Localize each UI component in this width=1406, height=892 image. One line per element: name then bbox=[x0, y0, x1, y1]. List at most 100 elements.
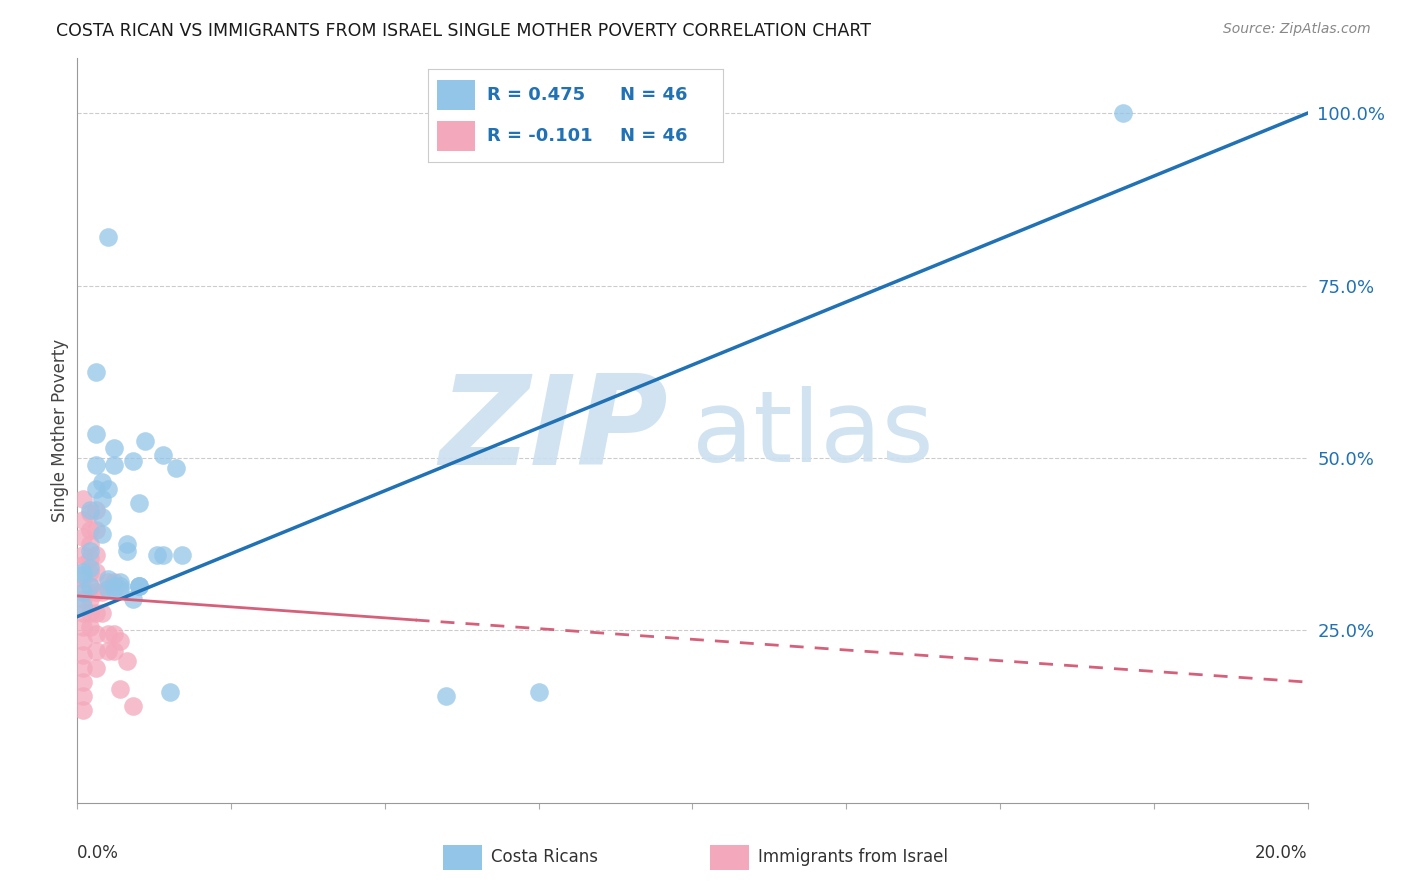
Y-axis label: Single Mother Poverty: Single Mother Poverty bbox=[51, 339, 69, 522]
Point bbox=[72, 633, 94, 648]
Point bbox=[79, 561, 101, 575]
Point bbox=[1112, 106, 1135, 120]
Point bbox=[84, 482, 107, 496]
Point bbox=[90, 475, 114, 489]
Point bbox=[79, 502, 101, 516]
Point bbox=[103, 575, 125, 590]
Point bbox=[72, 572, 94, 586]
Text: Source: ZipAtlas.com: Source: ZipAtlas.com bbox=[1223, 22, 1371, 37]
Point bbox=[90, 509, 114, 524]
Text: 20.0%: 20.0% bbox=[1256, 844, 1308, 862]
Point bbox=[84, 458, 107, 472]
Point bbox=[165, 461, 187, 475]
Text: N = 46: N = 46 bbox=[620, 128, 688, 145]
Point bbox=[84, 502, 107, 516]
Point bbox=[79, 544, 101, 558]
Point bbox=[79, 592, 101, 607]
Point bbox=[72, 648, 94, 662]
Point bbox=[115, 537, 138, 551]
Point bbox=[84, 426, 107, 441]
Point bbox=[79, 578, 101, 592]
Point bbox=[84, 644, 107, 658]
Point bbox=[72, 606, 94, 620]
Point bbox=[128, 578, 150, 592]
Point bbox=[152, 448, 174, 462]
Point bbox=[110, 578, 132, 592]
Point bbox=[84, 661, 107, 675]
Point bbox=[146, 548, 169, 562]
Text: atlas: atlas bbox=[693, 385, 934, 483]
Point bbox=[84, 627, 107, 641]
Point bbox=[72, 599, 94, 614]
Point bbox=[84, 585, 107, 599]
Point bbox=[115, 544, 138, 558]
Point bbox=[152, 548, 174, 562]
Point bbox=[651, 106, 673, 120]
Point bbox=[79, 537, 101, 551]
Point bbox=[159, 685, 181, 699]
Point bbox=[110, 575, 132, 590]
Point bbox=[115, 655, 138, 669]
Point bbox=[79, 565, 101, 579]
Point bbox=[121, 699, 143, 714]
Point bbox=[84, 565, 107, 579]
Text: N = 46: N = 46 bbox=[620, 87, 688, 104]
Point bbox=[72, 530, 94, 544]
Point bbox=[72, 661, 94, 675]
Point bbox=[72, 585, 94, 599]
Point bbox=[72, 558, 94, 572]
Point bbox=[84, 548, 107, 562]
Point bbox=[79, 506, 101, 520]
Point bbox=[527, 685, 550, 699]
Text: ZIP: ZIP bbox=[439, 370, 668, 491]
Point bbox=[97, 572, 120, 586]
Point bbox=[72, 568, 94, 582]
Point bbox=[110, 582, 132, 596]
Text: COSTA RICAN VS IMMIGRANTS FROM ISRAEL SINGLE MOTHER POVERTY CORRELATION CHART: COSTA RICAN VS IMMIGRANTS FROM ISRAEL SI… bbox=[56, 22, 872, 40]
Point bbox=[90, 526, 114, 541]
Point bbox=[121, 592, 143, 607]
Point bbox=[134, 434, 156, 448]
Bar bbox=[437, 80, 475, 110]
Point bbox=[72, 703, 94, 717]
Point bbox=[72, 675, 94, 690]
Point bbox=[103, 458, 125, 472]
Point bbox=[110, 633, 132, 648]
Point bbox=[128, 578, 150, 592]
Point bbox=[72, 548, 94, 562]
Point bbox=[121, 454, 143, 468]
Text: R = -0.101: R = -0.101 bbox=[486, 128, 592, 145]
Point bbox=[72, 620, 94, 634]
Point bbox=[97, 575, 120, 590]
Text: Costa Ricans: Costa Ricans bbox=[491, 848, 598, 866]
Point bbox=[79, 524, 101, 538]
Point bbox=[84, 524, 107, 538]
Point bbox=[72, 582, 94, 596]
Text: 0.0%: 0.0% bbox=[77, 844, 120, 862]
Point bbox=[97, 627, 120, 641]
Point bbox=[103, 644, 125, 658]
Point bbox=[97, 230, 120, 244]
Point bbox=[170, 548, 193, 562]
Point bbox=[436, 689, 458, 703]
Point bbox=[97, 644, 120, 658]
Point bbox=[72, 565, 94, 579]
Point bbox=[90, 606, 114, 620]
Text: Immigrants from Israel: Immigrants from Israel bbox=[758, 848, 948, 866]
Point bbox=[103, 441, 125, 455]
Point bbox=[90, 585, 114, 599]
Point bbox=[79, 578, 101, 592]
Point bbox=[72, 513, 94, 527]
Point bbox=[84, 365, 107, 379]
Point bbox=[72, 592, 94, 607]
Point bbox=[84, 606, 107, 620]
Text: R = 0.475: R = 0.475 bbox=[486, 87, 585, 104]
Point bbox=[72, 492, 94, 507]
Point bbox=[79, 551, 101, 566]
Point bbox=[72, 689, 94, 703]
Point bbox=[103, 627, 125, 641]
Point bbox=[79, 620, 101, 634]
Point bbox=[128, 578, 150, 592]
Point bbox=[128, 496, 150, 510]
Point bbox=[103, 578, 125, 592]
